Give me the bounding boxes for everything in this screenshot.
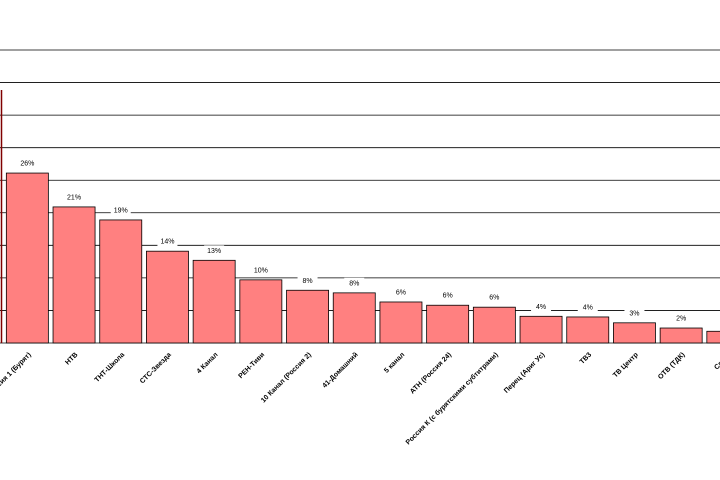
x-tick-label: ОТВ (ТДК) bbox=[657, 351, 687, 381]
bar bbox=[519, 315, 563, 344]
value-label: 2% bbox=[676, 316, 686, 323]
value-label: 13% bbox=[207, 248, 221, 255]
bar bbox=[192, 259, 236, 344]
value-label: 14% bbox=[160, 239, 174, 246]
x-tick-label: РЕН-Тиви bbox=[238, 351, 267, 380]
bar bbox=[472, 306, 516, 344]
bar bbox=[286, 289, 329, 344]
value-label-bg bbox=[437, 290, 458, 301]
x-tick-label: ТВ3 bbox=[579, 351, 593, 365]
x-tick-label: Спорт bbox=[713, 351, 720, 371]
value-label-bg bbox=[157, 236, 178, 247]
value-label: 6% bbox=[489, 295, 499, 302]
x-tick-label: ТНТ-Школа bbox=[94, 351, 126, 383]
value-label: 8% bbox=[349, 280, 359, 287]
x-tick-label: ТВ Центр bbox=[612, 351, 640, 379]
value-label-bg bbox=[624, 307, 645, 318]
value-label-bg bbox=[531, 301, 552, 312]
x-tick-label: 4 Канал bbox=[196, 351, 220, 375]
value-label-bg bbox=[344, 277, 365, 288]
bar bbox=[239, 279, 283, 344]
bar bbox=[99, 219, 143, 344]
value-label-bg bbox=[390, 286, 411, 297]
bar bbox=[146, 250, 189, 344]
value-label: 4% bbox=[536, 304, 546, 311]
bar bbox=[52, 206, 96, 344]
value-label-bg bbox=[671, 313, 692, 324]
bar bbox=[706, 330, 720, 344]
value-label-bg bbox=[17, 158, 38, 169]
x-tick-label: АТН (Россия 24) bbox=[409, 351, 453, 395]
x-tick-label: Россия К (с бурятскими субтитрами) bbox=[404, 351, 500, 447]
bar bbox=[566, 316, 610, 344]
bar bbox=[379, 301, 423, 344]
value-label-bg bbox=[484, 292, 505, 303]
value-label: 6% bbox=[396, 289, 406, 296]
value-label: 4% bbox=[583, 304, 593, 311]
x-tick-label: 41-Домашний bbox=[321, 351, 360, 390]
value-label-bg bbox=[64, 191, 85, 202]
value-label-bg bbox=[250, 264, 271, 275]
bar bbox=[659, 327, 703, 344]
value-label-bg bbox=[110, 204, 131, 215]
value-label: 19% bbox=[114, 207, 128, 214]
x-tick-label: Перец (Ариг Ус) bbox=[503, 351, 546, 394]
value-label-bg bbox=[577, 301, 598, 312]
value-label: 8% bbox=[302, 278, 312, 285]
value-label-bg bbox=[717, 316, 720, 327]
x-tick-label: СТС-Звезда bbox=[139, 351, 173, 385]
value-label-bg bbox=[297, 275, 318, 286]
value-label: 10% bbox=[254, 267, 268, 274]
x-tick-label: НТВ bbox=[64, 351, 79, 366]
bar bbox=[332, 292, 376, 344]
bar bbox=[613, 322, 656, 344]
x-tick-label: 10 Канал (Россия 2) bbox=[260, 351, 313, 404]
value-label: 26% bbox=[20, 161, 34, 168]
value-label: 3% bbox=[629, 310, 639, 317]
value-label: 6% bbox=[443, 293, 453, 300]
bar bbox=[5, 172, 49, 344]
x-tick-label: Россия 1 (Бурят) bbox=[0, 351, 33, 397]
bar bbox=[426, 304, 470, 344]
value-label-bg bbox=[204, 245, 225, 256]
value-label: 21% bbox=[67, 194, 81, 201]
x-tick-label: 5 канал bbox=[383, 351, 406, 374]
